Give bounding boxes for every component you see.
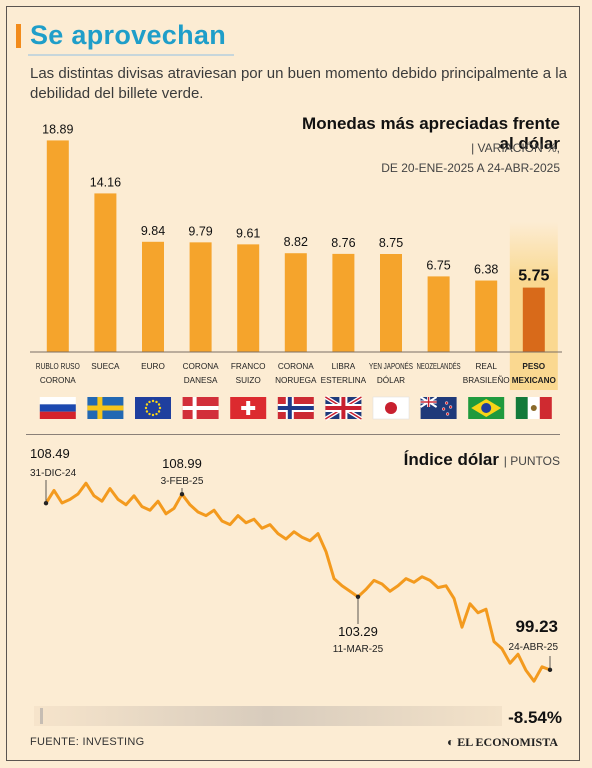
eu-flag [135,397,171,419]
dollar-index-line [44,481,552,683]
page-title: Se aprovechan [30,20,226,50]
bar-chart-heading: Monedas más apreciadas frente al dólar [302,114,560,153]
category-label: NEOZELANDÉS [417,361,461,371]
category-label: CORONA [278,362,314,371]
bar [142,241,164,352]
category-label: MEXICANO [512,376,557,385]
bar-chart: 18.89 RUBLO RUSO CORONA 14.16 SUECA 9.84 EURO 9… [30,122,562,390]
category-label: DANESA [184,376,218,385]
annotation-value: 108.49 [30,446,70,461]
category-label: EURO [141,362,165,371]
category-label: CORONA [40,376,76,385]
category-label: FRANCO [231,362,266,371]
category-label: ESTERLINA [321,376,367,385]
denmark-flag [182,397,219,419]
bar-chart-subheading: | VARIACIÓN %, DE 20-ENE-2025 A 24-ABR-2… [270,138,560,178]
bar-value-label: 14.16 [90,175,121,189]
category-label: SUIZO [236,376,261,385]
subtitle: Las distintas divisas atraviesan por un … [30,65,567,102]
sweden-flag [87,397,124,419]
bar-value-label: 9.79 [188,224,212,238]
category-label: BRASILEÑO [463,375,510,385]
line-chart-title: Índice dólar [403,450,500,469]
bar [237,244,260,352]
category-label: REAL [476,362,498,371]
category-label: LIBRA [332,362,356,371]
bar [522,287,545,352]
japan-flag [372,396,410,420]
line-chart: 108.49 31-DIC-24 108.99 3-FEB-25 103.29 11-MA… [30,446,559,683]
category-label: YEN JAPONÉS [369,361,413,371]
title-accent [16,24,21,48]
bar [284,253,307,352]
bar [46,140,69,352]
bar [427,276,450,352]
bar [332,253,355,352]
frame [6,6,580,761]
category-label: SUECA [91,362,120,371]
annotation-value: 103.29 [338,624,378,639]
bar-value-label: 9.61 [236,226,260,240]
section-divider [26,434,560,435]
bar-value-label: 8.82 [284,235,308,249]
new-zealand-flag [420,396,457,419]
bar [94,193,117,352]
category-label: CORONA [183,362,219,371]
change-track [34,706,502,726]
bar-value-label: 8.76 [331,236,355,250]
brand-logo: ◐ EL ECONOMISTA [446,735,558,749]
uk-flag [324,395,363,421]
bar-value-label: 6.75 [426,258,450,272]
bar-value-label: 18.89 [42,122,73,136]
dollar-index-change: -8.54% [508,708,562,727]
annotation-date: 31-DIC-24 [30,468,77,479]
category-label: RUBLO RUSO [36,362,80,371]
category-label: NORUEGA [275,376,317,385]
change-track-marker [40,708,43,724]
bar-value-label: 9.84 [141,224,165,238]
switzerland-flag [230,397,267,419]
category-label: PESO [522,362,545,371]
title-underline [28,54,234,56]
bar [475,280,498,352]
bar-value-label: 5.75 [518,268,549,285]
bar-chart-date-range: DE 20-ENE-2025 A 24-ABR-2025 [381,161,560,175]
russia-flag [39,397,76,419]
mexico-flag [515,397,552,419]
annotation-date: 24-ABR-25 [509,642,559,653]
brazil-flag [468,397,505,419]
bar-value-label: 6.38 [474,263,498,277]
bar [189,242,212,352]
source-note: FUENTE: INVESTING [30,736,145,748]
line-chart-unit: | PUNTOS [503,454,560,468]
bar-chart-unit: | VARIACIÓN %, [471,141,560,155]
annotation-value: 108.99 [162,456,202,471]
norway-flag [277,397,314,419]
annotation-date: 3-FEB-25 [161,476,204,487]
category-label: DÓLAR [377,375,405,385]
annotation-date: 11-MAR-25 [333,644,384,655]
annotation-value: 99.23 [515,617,558,636]
bar [380,254,402,352]
line-chart-heading: Índice dólar | PUNTOS [404,450,560,470]
bar-value-label: 8.75 [379,236,403,250]
